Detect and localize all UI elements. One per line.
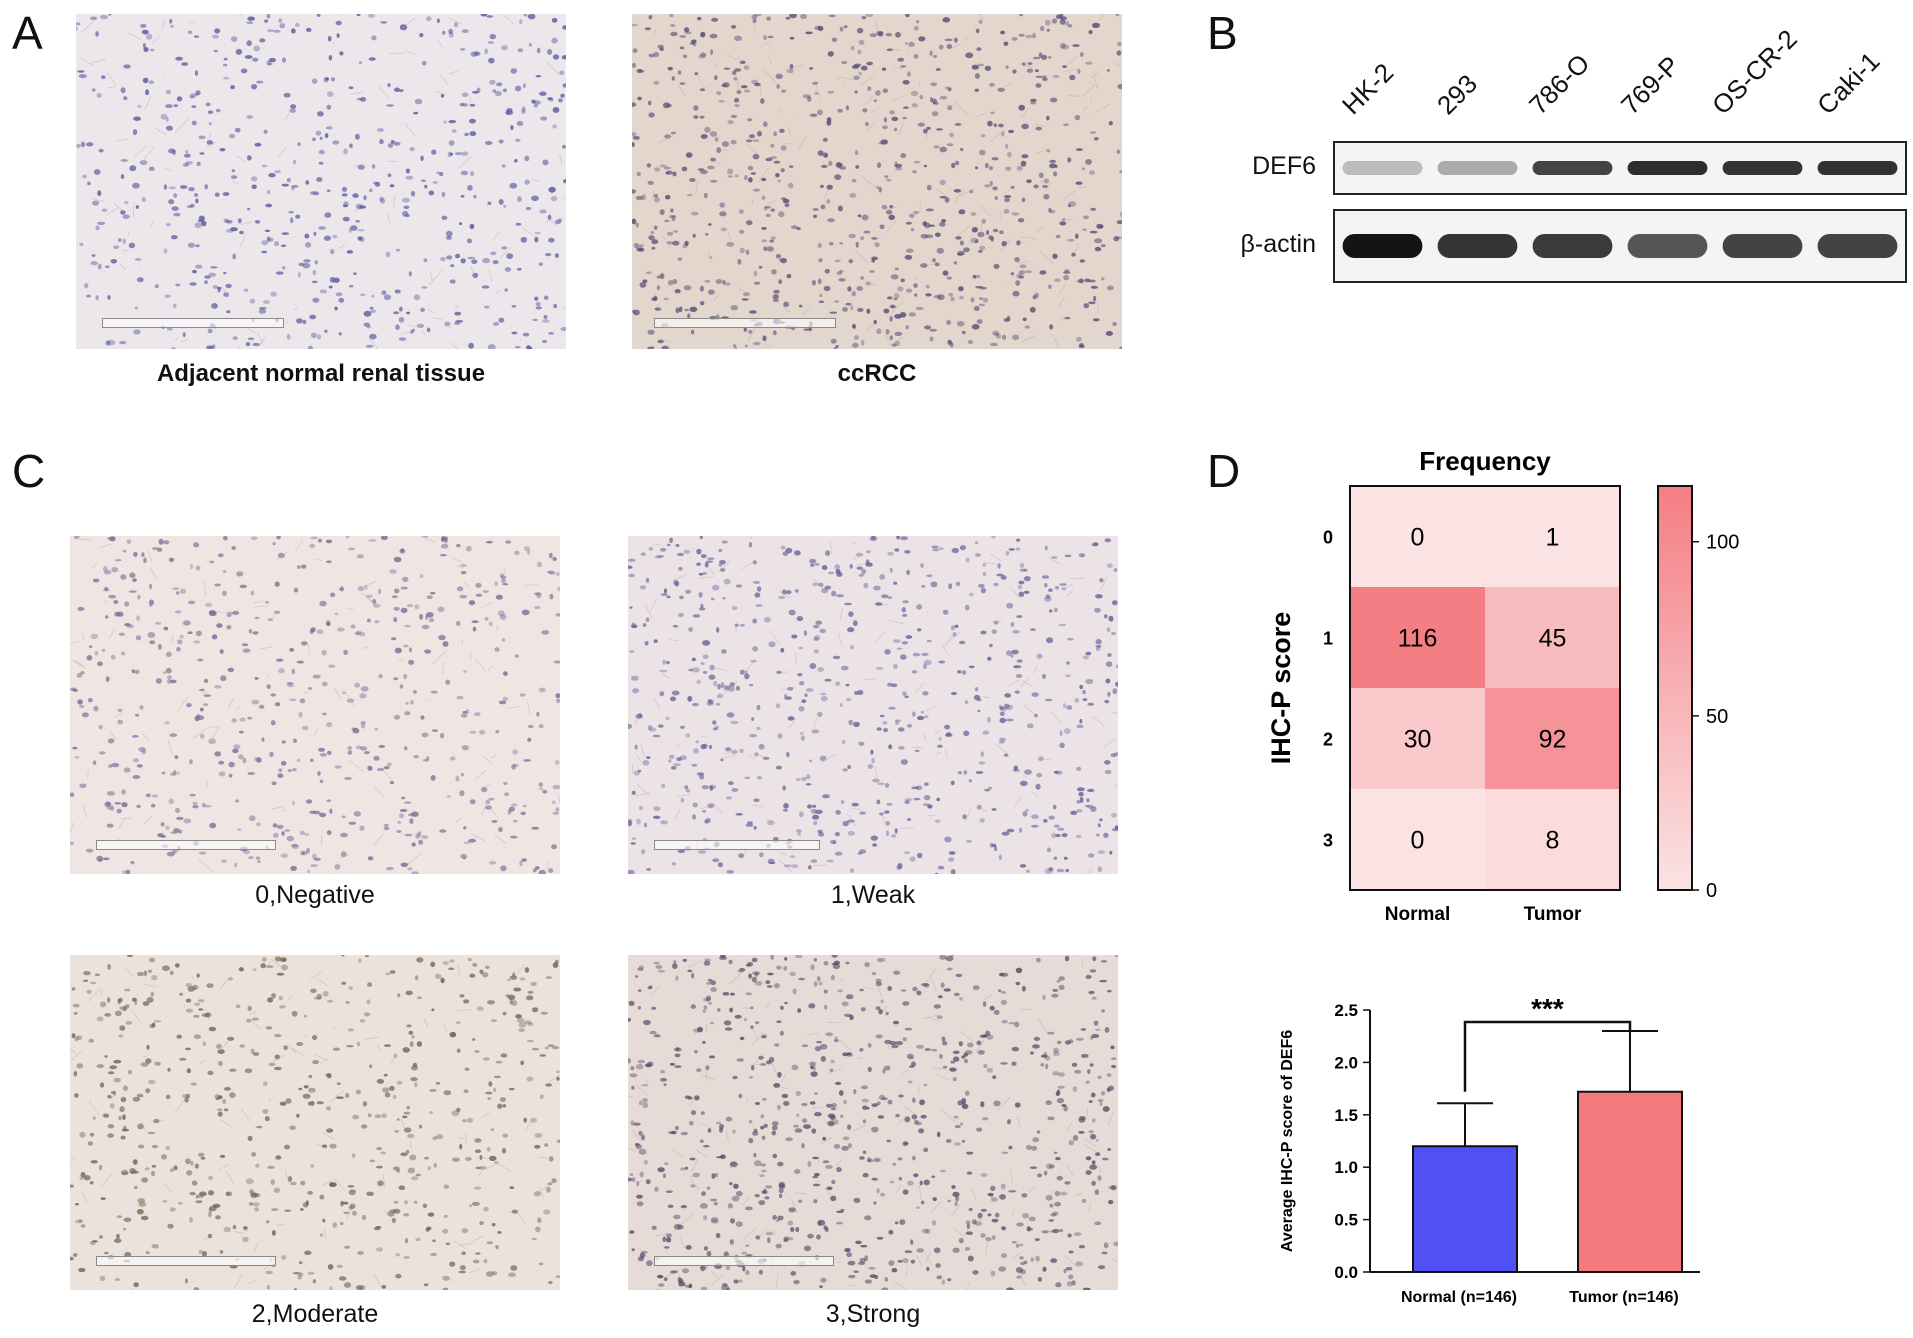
- blot-def6-bands: [1342, 161, 1898, 175]
- heatmap-chart: Frequency 0 1 116 45 30 92 0 8 0 1 2 3 Normal Tumor IHC…: [1266, 446, 1739, 925]
- micrograph-score-1: [628, 536, 1118, 874]
- lane-label: HK-2: [1336, 57, 1400, 121]
- heatmap-frame: [1349, 485, 1621, 891]
- panel-label-c: C: [12, 445, 46, 497]
- scale-bar: [102, 318, 284, 328]
- caption-ccrcc: ccRCC: [837, 360, 917, 387]
- colorbar-tick-label: 50: [1706, 706, 1728, 728]
- lane-label: OS-CR-2: [1706, 23, 1803, 121]
- lane-label: 293: [1431, 68, 1483, 121]
- bar: [1577, 1090, 1683, 1273]
- scale-bar: [654, 1256, 834, 1266]
- blot-band: [1437, 161, 1518, 175]
- blot-band: [1532, 234, 1613, 258]
- blot-band: [1342, 234, 1423, 258]
- x-tick-label: Normal (n=146): [1401, 1289, 1517, 1306]
- blot-band: [1722, 161, 1803, 175]
- caption-score-0: 0,Negative: [255, 881, 375, 909]
- y-axis-label: Average IHC-P score of DEF6: [1279, 1030, 1296, 1252]
- blot-actin-bands: [1342, 234, 1898, 258]
- heatmap-cell: [1485, 587, 1620, 688]
- caption-normal-tissue: Adjacent normal renal tissue: [156, 360, 486, 387]
- heatmap-y-label: IHC-P score: [1266, 612, 1296, 765]
- tissue-texture: [70, 955, 560, 1290]
- heatmap-cell-value: 92: [1539, 726, 1567, 754]
- blot-band: [1532, 161, 1613, 175]
- blot-band: [1437, 234, 1518, 258]
- lane-label: Caki-1: [1811, 45, 1886, 121]
- blot-band: [1627, 234, 1708, 258]
- colorbar-tick-label: 0: [1706, 880, 1717, 902]
- scale-bar: [654, 318, 836, 328]
- micrograph-ccrcc: [632, 14, 1122, 349]
- heatmap-cell-value: 0: [1411, 524, 1425, 552]
- blot-band: [1722, 234, 1803, 258]
- colorbar: [1657, 485, 1693, 891]
- heatmap-cell-value: 30: [1404, 726, 1432, 754]
- scale-bar: [96, 1256, 276, 1266]
- heatmap-title: Frequency: [1419, 446, 1551, 476]
- tissue-texture: [632, 14, 1122, 349]
- heatmap-y-tick: 2: [1323, 730, 1333, 750]
- y-tick-label: 0.5: [1334, 1211, 1358, 1230]
- tissue-texture: [70, 536, 560, 874]
- lane-label: 769-P: [1615, 50, 1686, 121]
- micrograph-normal-tissue: [76, 14, 566, 349]
- y-tick-label: 2.5: [1334, 1001, 1358, 1020]
- panel-label-a: A: [12, 7, 43, 59]
- significance-bracket: [1463, 1020, 1632, 1092]
- heatmap-y-tick: 1: [1323, 629, 1333, 649]
- heatmap-cell: [1350, 587, 1485, 688]
- heatmap-cell-value: 8: [1546, 827, 1560, 855]
- heatmap-x-tick: Normal: [1385, 904, 1450, 925]
- y-tick-label: 0.0: [1334, 1263, 1358, 1282]
- heatmap-cell: [1485, 688, 1620, 789]
- caption-score-2: 2,Moderate: [251, 1300, 379, 1328]
- heatmap-cell: [1350, 486, 1485, 587]
- y-tick-label: 2.0: [1334, 1053, 1358, 1072]
- bar-chart: 0.0 0.5 1.0 1.5 2.0 2.5 Average IHC-P score of…: [1279, 993, 1700, 1306]
- tissue-texture: [76, 14, 566, 349]
- heatmap-cell: [1350, 688, 1485, 789]
- blot-band: [1627, 161, 1708, 175]
- heatmap-x-tick: Tumor: [1524, 904, 1582, 925]
- blot-band: [1817, 234, 1898, 258]
- heatmap-cell-value: 45: [1539, 625, 1567, 653]
- bar: [1412, 1145, 1518, 1274]
- panel-label-b: B: [1207, 7, 1238, 59]
- micrograph-score-2: [70, 955, 560, 1290]
- micrograph-score-0: [70, 536, 560, 874]
- y-tick-label: 1.5: [1334, 1106, 1358, 1125]
- caption-score-1: 1,Weak: [830, 881, 916, 909]
- heatmap-cell-value: 0: [1411, 827, 1425, 855]
- micrograph-score-3: [628, 955, 1118, 1290]
- colorbar-tick-label: 100: [1706, 532, 1739, 554]
- y-tick-label: 1.0: [1334, 1158, 1358, 1177]
- blot-def6: [1333, 141, 1907, 195]
- lane-label: 786-O: [1523, 47, 1596, 121]
- tissue-texture: [628, 536, 1118, 874]
- heatmap-cell: [1485, 789, 1620, 890]
- panel-label-d: D: [1207, 445, 1241, 497]
- blot-band: [1342, 161, 1423, 175]
- blot-band: [1817, 161, 1898, 175]
- heatmap-y-tick: 3: [1323, 831, 1333, 851]
- caption-score-3: 3,Strong: [825, 1300, 921, 1328]
- x-tick-label: Tumor (n=146): [1569, 1289, 1679, 1306]
- heatmap-y-tick: 0: [1323, 528, 1333, 548]
- blot-actin: [1333, 209, 1907, 283]
- blot-row-label-actin: β-actin: [1240, 230, 1316, 258]
- tissue-texture: [628, 955, 1118, 1290]
- blot-row-label-def6: DEF6: [1252, 152, 1316, 180]
- significance-label: ***: [1531, 993, 1564, 1024]
- scale-bar: [96, 840, 276, 850]
- heatmap-cell-value: 1: [1546, 524, 1560, 552]
- heatmap-cell-value: 116: [1398, 625, 1438, 653]
- heatmap-cell: [1350, 789, 1485, 890]
- scale-bar: [654, 840, 820, 850]
- heatmap-cell: [1485, 486, 1620, 587]
